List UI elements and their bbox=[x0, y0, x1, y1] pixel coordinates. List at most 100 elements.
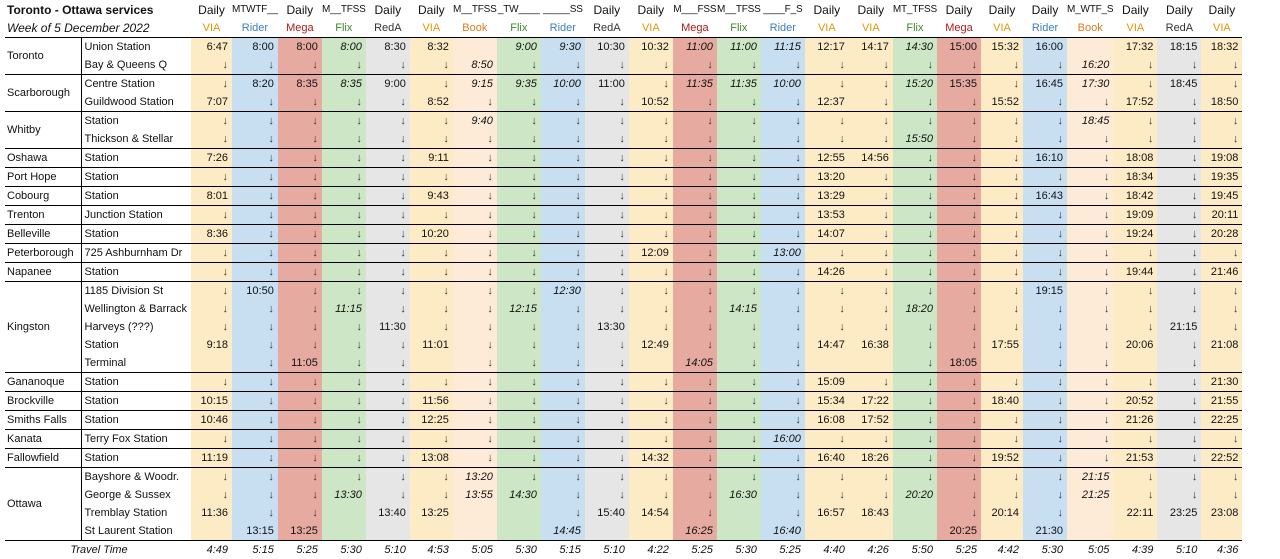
time-cell: ↓ bbox=[410, 206, 453, 225]
stop-row: Terminal↓11:05↓↓↓↓↓↓14:05↓↓↓18:05↓↓↓ bbox=[5, 354, 1242, 373]
time-cell: ↓ bbox=[366, 168, 410, 187]
time-cell: ↓ bbox=[937, 187, 981, 206]
time-cell: ↓ bbox=[366, 354, 410, 373]
time-cell: 14:30 bbox=[893, 38, 937, 57]
time-cell: ↓ bbox=[541, 392, 585, 411]
time-cell: ↓ bbox=[849, 168, 893, 187]
time-cell: ↓ bbox=[541, 318, 585, 336]
time-cell: ↓ bbox=[937, 373, 981, 392]
time-cell: ↓ bbox=[673, 411, 717, 430]
column-days: M__TFSS bbox=[322, 1, 366, 19]
time-cell: 8:35 bbox=[322, 75, 366, 94]
time-cell: ↓ bbox=[585, 244, 629, 263]
time-cell: ↓ bbox=[761, 392, 805, 411]
stop-row: Wellington & Barrack↓↓↓11:15↓↓↓12:15↓↓↓↓… bbox=[5, 300, 1242, 318]
time-cell: 18:20 bbox=[893, 300, 937, 318]
time-cell: ↓ bbox=[585, 486, 629, 504]
time-cell: ↓ bbox=[322, 411, 366, 430]
time-cell: ↓ bbox=[1113, 244, 1157, 263]
time-cell: ↓ bbox=[585, 430, 629, 449]
city-name: Ottawa bbox=[5, 468, 81, 541]
time-cell: ↓ bbox=[322, 112, 366, 131]
time-cell: 20:06 bbox=[1113, 336, 1157, 354]
time-cell: ↓ bbox=[937, 411, 981, 430]
time-cell: ↓ bbox=[1023, 373, 1067, 392]
time-cell bbox=[849, 354, 893, 373]
time-cell: ↓ bbox=[410, 300, 453, 318]
time-cell: ↓ bbox=[981, 300, 1023, 318]
time-cell: ↓ bbox=[1113, 318, 1157, 336]
time-cell: ↓ bbox=[541, 336, 585, 354]
time-cell: 8:00 bbox=[322, 38, 366, 57]
time-cell: 19:09 bbox=[1113, 206, 1157, 225]
time-cell: ↓ bbox=[1201, 130, 1242, 149]
time-cell: ↓ bbox=[1067, 318, 1113, 336]
time-cell: ↓ bbox=[981, 244, 1023, 263]
time-cell: 19:15 bbox=[1023, 282, 1067, 301]
time-cell: ↓ bbox=[453, 187, 497, 206]
time-cell: ↓ bbox=[937, 318, 981, 336]
time-cell: 10:52 bbox=[629, 93, 673, 112]
time-cell: ↓ bbox=[1067, 300, 1113, 318]
column-operator: Flix bbox=[322, 19, 366, 38]
column-days: Daily bbox=[366, 1, 410, 19]
time-cell: ↓ bbox=[322, 263, 366, 282]
timetable-title: Toronto - Ottawa services bbox=[5, 1, 191, 19]
time-cell: 19:24 bbox=[1113, 225, 1157, 244]
time-cell: ↓ bbox=[1113, 112, 1157, 131]
time-cell: ↓ bbox=[849, 263, 893, 282]
time-cell: ↓ bbox=[366, 149, 410, 168]
time-cell: ↓ bbox=[717, 411, 761, 430]
time-cell: ↓ bbox=[849, 75, 893, 94]
time-cell bbox=[1113, 522, 1157, 541]
time-cell: ↓ bbox=[1067, 354, 1113, 373]
time-cell: ↓ bbox=[191, 318, 232, 336]
stop-row: Bay & Queens Q↓↓↓↓↓↓8:50↓↓↓↓↓↓↓↓↓↓↓↓↓16:… bbox=[5, 56, 1242, 75]
time-cell: 8:36 bbox=[191, 225, 232, 244]
time-cell: ↓ bbox=[232, 354, 278, 373]
time-cell: ↓ bbox=[805, 430, 849, 449]
time-cell: ↓ bbox=[717, 263, 761, 282]
time-cell: ↓ bbox=[629, 411, 673, 430]
column-operator: VIA bbox=[1113, 19, 1157, 38]
time-cell: 8:52 bbox=[410, 93, 453, 112]
time-cell bbox=[1157, 522, 1201, 541]
time-cell: ↓ bbox=[1113, 300, 1157, 318]
time-cell: ↓ bbox=[232, 244, 278, 263]
time-cell: ↓ bbox=[585, 149, 629, 168]
time-cell: ↓ bbox=[981, 468, 1023, 487]
time-cell: ↓ bbox=[761, 263, 805, 282]
column-days: Daily bbox=[278, 1, 322, 19]
time-cell: ↓ bbox=[981, 318, 1023, 336]
time-cell: ↓ bbox=[805, 318, 849, 336]
time-cell: ↓ bbox=[937, 263, 981, 282]
time-cell: ↓ bbox=[893, 318, 937, 336]
time-cell: ↓ bbox=[1067, 130, 1113, 149]
stop-row: Harveys (???)↓↓↓↓11:30↓↓↓↓13:30↓↓↓↓↓↓↓↓↓… bbox=[5, 318, 1242, 336]
stop-name: Station bbox=[81, 263, 191, 282]
time-cell: ↓ bbox=[761, 130, 805, 149]
time-cell: 10:15 bbox=[191, 392, 232, 411]
time-cell: ↓ bbox=[937, 206, 981, 225]
column-operator: VIA bbox=[629, 19, 673, 38]
column-days: Daily bbox=[191, 1, 232, 19]
time-cell: ↓ bbox=[453, 411, 497, 430]
time-cell: ↓ bbox=[893, 112, 937, 131]
time-cell: ↓ bbox=[366, 206, 410, 225]
time-cell: 20:28 bbox=[1201, 225, 1242, 244]
time-cell: ↓ bbox=[232, 486, 278, 504]
time-cell: ↓ bbox=[541, 263, 585, 282]
time-cell: ↓ bbox=[1023, 300, 1067, 318]
time-cell bbox=[453, 504, 497, 522]
time-cell: ↓ bbox=[497, 168, 541, 187]
time-cell: 21:46 bbox=[1201, 263, 1242, 282]
time-cell: ↓ bbox=[761, 486, 805, 504]
time-cell: ↓ bbox=[1201, 300, 1242, 318]
time-cell: ↓ bbox=[232, 263, 278, 282]
time-cell: ↓ bbox=[366, 263, 410, 282]
time-cell: ↓ bbox=[893, 449, 937, 468]
time-cell: 11:36 bbox=[191, 504, 232, 522]
time-cell: 10:30 bbox=[585, 38, 629, 57]
